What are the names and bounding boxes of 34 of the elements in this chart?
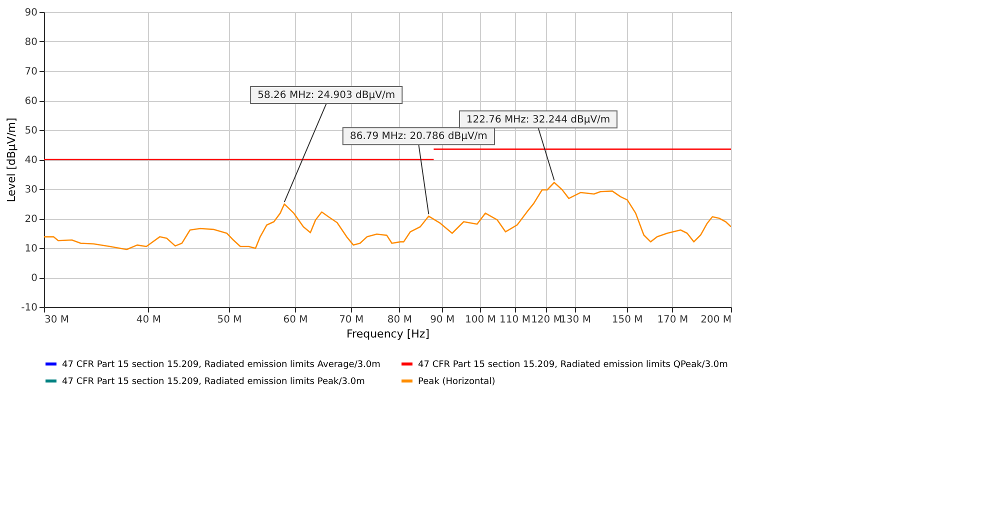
x-tick-label: 100 M [465, 314, 496, 326]
y-tick-label: 90 [24, 8, 38, 18]
x-tick-label: 90 M [430, 314, 455, 326]
legend-label: Peak (Horizontal) [418, 377, 496, 387]
y-tick-label: 20 [24, 214, 38, 225]
y-tick-label: 70 [24, 66, 38, 78]
annotation: 122.76 MHz: 32.244 dBµV/m [466, 114, 610, 126]
x-tick-label: 110 M [500, 314, 530, 326]
y-tick-label: 50 [24, 126, 38, 136]
y-axis-title: Level [dBµV/m] [5, 118, 18, 202]
x-tick-label: 120 M [531, 314, 562, 326]
x-tick-label: 170 M [657, 314, 688, 326]
legend-label: 47 CFR Part 15 section 15.209, Radiated emission limits Average/3.0m [62, 360, 380, 370]
y-tick-label: 10 [24, 244, 38, 254]
y-tick-label: 30 [24, 184, 38, 196]
x-tick-label: 60 M [283, 314, 308, 326]
y-tick-label: 80 [24, 37, 38, 48]
x-tick-label: 70 M [339, 314, 364, 326]
y-tick-label: -10 [21, 302, 38, 314]
y-tick-label: 40 [24, 155, 38, 166]
legend-label: 47 CFR Part 15 section 15.209, Radiated emission limits Peak/3.0m [62, 377, 365, 387]
x-tick-label: 50 M [217, 314, 242, 326]
legend-label: 47 CFR Part 15 section 15.209, Radiated emission limits QPeak/3.0m [418, 360, 728, 370]
x-tick-label: 30 M [44, 314, 70, 326]
annotation: 58.26 MHz: 24.903 dBµV/m [258, 90, 396, 102]
x-tick-label: 80 M [387, 314, 412, 326]
annotation: 86.79 MHz: 20.786 dBµV/m [350, 131, 488, 142]
y-tick-label: 0 [31, 273, 38, 284]
x-tick-label: 200 M [700, 314, 732, 326]
x-tick-label: 130 M [560, 314, 591, 326]
x-tick-label: 150 M [612, 314, 643, 326]
x-tick-label: 40 M [136, 314, 161, 326]
x-axis-title: Frequency [Hz] [346, 328, 430, 340]
y-tick-label: 60 [24, 96, 38, 107]
